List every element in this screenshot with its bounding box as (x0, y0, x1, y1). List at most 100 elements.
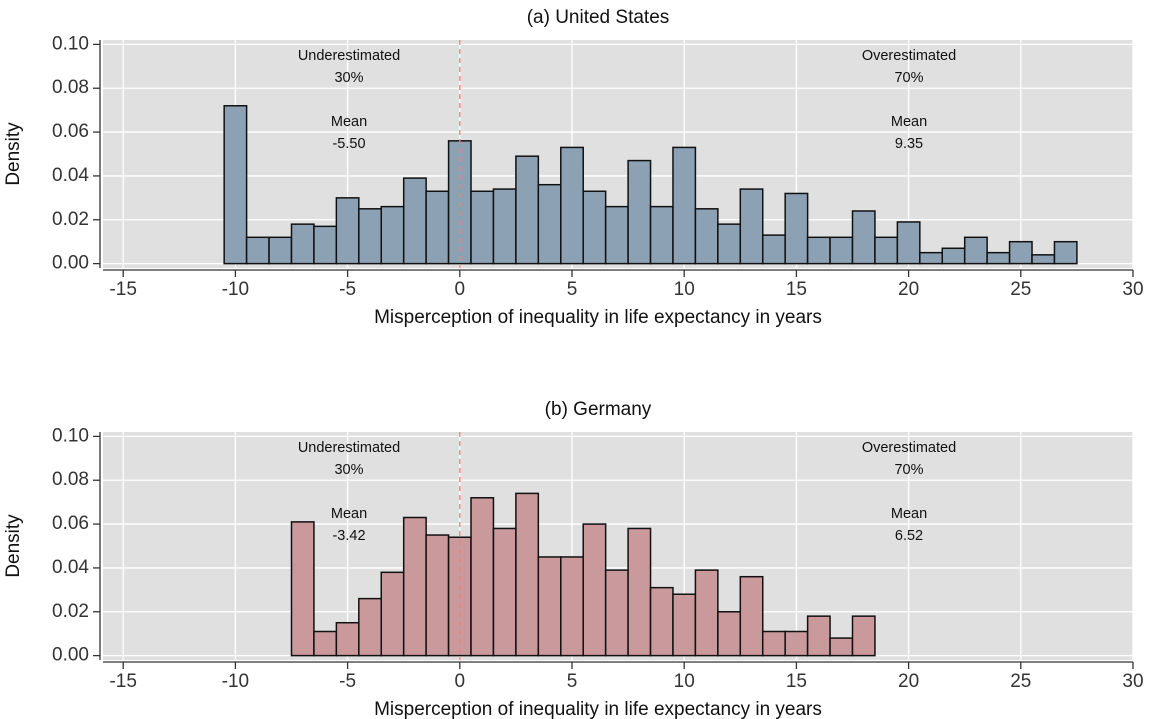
x-tick-label: -15 (109, 671, 136, 692)
bar (896, 221, 921, 265)
bar (358, 597, 383, 657)
x-tick-label: -10 (222, 671, 249, 692)
y-tick-label: 0.00 (52, 645, 89, 666)
annotation: Mean (331, 114, 367, 130)
bar (560, 146, 584, 265)
x-tick-label: 20 (898, 671, 919, 692)
bar (604, 205, 629, 265)
bar (358, 208, 383, 265)
bar (425, 190, 450, 265)
x-tick-label: 10 (674, 279, 695, 300)
annotation: Underestimated (298, 440, 400, 456)
bar (492, 188, 517, 265)
y-tick-label: 0.08 (52, 469, 89, 490)
x-tick-label: 10 (674, 671, 695, 692)
y-tick-label: 0.10 (52, 33, 89, 54)
x-tick-label: -5 (339, 279, 356, 300)
y-tick-label: 0.04 (52, 557, 89, 578)
x-tick-label: 15 (786, 671, 807, 692)
bar (851, 615, 876, 657)
bar (313, 225, 338, 265)
bar (672, 146, 697, 265)
annotation: 30% (334, 462, 363, 478)
bar (761, 630, 786, 657)
bar (268, 236, 293, 265)
bar (739, 575, 764, 657)
bar (986, 251, 1011, 265)
bar (874, 236, 899, 265)
annotation: Overestimated (862, 440, 956, 456)
bar (694, 569, 719, 657)
bar (470, 190, 495, 265)
bar (1053, 240, 1078, 265)
bar (739, 188, 764, 265)
y-tick-label: 0.04 (52, 165, 89, 186)
bar (335, 197, 360, 265)
bar (806, 236, 831, 265)
bar (402, 177, 427, 265)
bar (582, 190, 607, 265)
bar (537, 183, 562, 265)
bar (380, 571, 405, 657)
bar (560, 556, 584, 657)
bar (784, 630, 809, 657)
chart-title: (a) United States (527, 7, 670, 28)
y-tick-label: 0.00 (52, 253, 89, 274)
bar (492, 527, 517, 657)
y-tick-label: 0.08 (52, 77, 89, 98)
annotation: Underestimated (298, 48, 400, 64)
bar (829, 236, 854, 265)
bar (851, 210, 876, 265)
x-tick-label: -10 (222, 279, 249, 300)
bar (963, 236, 988, 265)
chart-title: (b) Germany (545, 399, 652, 420)
annotation: 9.35 (895, 136, 923, 152)
bar (515, 155, 540, 265)
bar (672, 593, 697, 657)
x-axis-title: Misperception of inequality in life expe… (374, 699, 822, 719)
bar (761, 234, 786, 265)
annotation: -5.50 (332, 136, 365, 152)
bar (604, 569, 629, 657)
bar (245, 236, 270, 265)
x-tick-label: 20 (898, 279, 919, 300)
x-tick-label: 5 (567, 671, 578, 692)
bar (919, 251, 944, 265)
bar (829, 637, 854, 657)
bar (537, 556, 562, 657)
bar (290, 521, 315, 657)
bar (290, 223, 315, 265)
x-tick-label: -15 (109, 279, 136, 300)
x-tick-label: 25 (1010, 671, 1031, 692)
y-tick-label: 0.02 (52, 601, 89, 622)
y-tick-label: 0.06 (52, 121, 89, 142)
bar (223, 105, 248, 265)
annotation: 70% (894, 462, 923, 478)
y-tick-label: 0.06 (52, 513, 89, 534)
bar (649, 586, 674, 657)
bar (941, 247, 966, 265)
annotation: Mean (891, 114, 927, 130)
x-tick-label: 30 (1122, 671, 1143, 692)
bar (649, 205, 674, 265)
bar (717, 611, 742, 657)
y-tick-label: 0.02 (52, 209, 89, 230)
bar (425, 534, 450, 657)
bar (694, 208, 719, 265)
x-tick-label: 0 (455, 279, 466, 300)
annotation: Mean (331, 506, 367, 522)
bar (515, 492, 540, 657)
bar (402, 516, 427, 657)
annotation: 30% (334, 70, 363, 86)
y-axis-title: Density (3, 122, 24, 186)
x-tick-label: 0 (455, 671, 466, 692)
x-tick-label: 30 (1122, 279, 1143, 300)
bar (335, 621, 360, 657)
annotation: 70% (894, 70, 923, 86)
annotation: 6.52 (895, 528, 923, 544)
bar (784, 192, 809, 265)
bar (1008, 240, 1033, 265)
bar (1031, 254, 1056, 265)
bar (380, 205, 405, 265)
